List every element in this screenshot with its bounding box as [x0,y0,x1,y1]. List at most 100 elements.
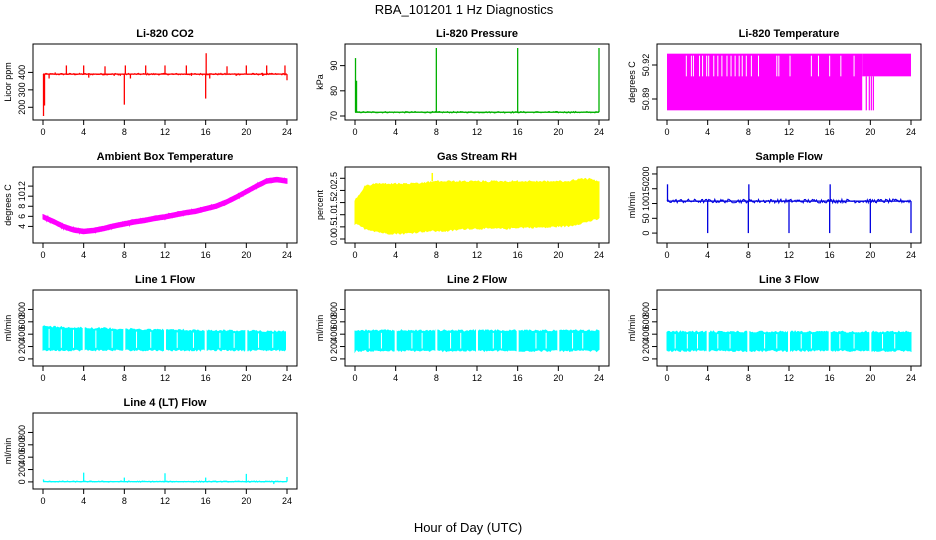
x-tick-label: 0 [352,127,357,137]
panel-3: Li-820 Temperature 0 4 8 12 16 20 24 50.89 50.92 d… [627,28,922,137]
x-tick-label: 4 [393,373,398,383]
y-axis: 200 300 400 [17,65,34,115]
x-tick-label: 24 [594,250,604,260]
y-tick-label: 800 [329,302,339,317]
x-tick-label: 8 [746,127,751,137]
x-tick-label: 8 [122,250,127,260]
y-tick-label: 4 [17,224,27,229]
x-tick-label: 24 [906,373,916,383]
series-group [42,472,288,485]
y-tick-label: 50.92 [641,54,651,77]
panel-title: Line 2 Flow [447,274,507,286]
series-group [354,328,600,354]
x-tick-label: 8 [122,127,127,137]
panel-title: Gas Stream RH [437,151,517,163]
y-tick-label: 200 [641,339,651,354]
x-tick-label: 8 [434,250,439,260]
y-tick-label: 2.5 [329,172,339,185]
y-tick-label: 600 [17,314,27,329]
plot-frame [656,289,922,367]
x-axis: 0 4 8 12 16 20 24 [40,242,292,260]
y-tick-label: 400 [17,450,27,465]
y-tick-label: 400 [17,65,27,80]
y-axis-label: ml/min [315,315,325,342]
x-tick-label: 12 [784,373,794,383]
series-group [42,176,288,235]
panel-5: Gas Stream RH 0 4 8 12 16 20 24 0.00.51.01.52.02… [315,151,610,260]
y-tick-label: 12 [17,181,27,191]
x-tick-label: 20 [553,127,563,137]
y-tick-label: 0 [641,356,651,361]
y-axis-label: Licor ppm [3,62,13,102]
x-tick-label: 20 [241,127,251,137]
x-tick-label: 4 [705,373,710,383]
series-group [354,48,600,114]
x-tick-label: 0 [352,250,357,260]
x-tick-label: 4 [393,250,398,260]
x-tick-label: 16 [825,127,835,137]
x-tick-label: 8 [746,250,751,260]
panel-title: Sample Flow [755,151,823,163]
x-tick-label: 0 [352,373,357,383]
y-tick-label: 200 [329,339,339,354]
series-group [354,172,600,235]
y-tick-label: 0 [17,479,27,484]
y-tick-label: 50 [641,213,651,223]
y-tick-label: 0.0 [329,233,339,246]
y-axis: 4 6 8 1012 [17,181,34,229]
x-tick-label: 24 [282,127,292,137]
x-tick-label: 8 [434,127,439,137]
series-fill-full [667,53,863,111]
x-tick-label: 16 [825,250,835,260]
y-tick-label: 0 [329,356,339,361]
y-tick-label: 800 [17,302,27,317]
panel-title: Line 3 Flow [759,274,819,286]
series-group [42,53,288,116]
panel-title: Ambient Box Temperature [97,151,234,163]
panel-title: Line 1 Flow [135,274,195,286]
x-axis: 0 4 8 12 16 20 24 [40,488,292,506]
y-axis: 50.89 50.92 [641,54,658,110]
x-tick-label: 4 [393,127,398,137]
y-tick-label: 0 [17,356,27,361]
panel-title: Li-820 Pressure [436,28,518,40]
x-tick-label: 20 [241,373,251,383]
x-tick-label: 16 [513,373,523,383]
x-tick-label: 0 [664,373,669,383]
x-tick-label: 16 [513,127,523,137]
y-axis-label: ml/min [3,438,13,465]
x-axis: 0 4 8 12 16 20 24 [40,365,292,383]
x-tick-label: 4 [81,250,86,260]
x-tick-label: 12 [160,496,170,506]
y-axis-label: ml/min [627,315,637,342]
y-tick-label: 600 [329,314,339,329]
y-axis: 70 80 90 [329,61,346,121]
y-tick-label: 400 [329,327,339,342]
y-tick-label: 1.0 [329,208,339,221]
x-tick-label: 24 [282,373,292,383]
y-tick-label: 8 [17,204,27,209]
panel-2: Li-820 Pressure 0 4 8 12 16 20 24 70 80 90 kPa [315,28,610,137]
x-tick-label: 8 [122,373,127,383]
y-tick-label: 150 [641,181,651,196]
x-tick-label: 24 [282,250,292,260]
y-tick-label: 800 [641,302,651,317]
x-tick-label: 20 [553,250,563,260]
y-tick-label: 200 [641,166,651,181]
x-tick-label: 16 [201,127,211,137]
x-axis: 0 4 8 12 16 20 24 [664,242,916,260]
x-tick-label: 24 [906,127,916,137]
x-tick-label: 20 [865,373,875,383]
y-tick-label: 2.0 [329,184,339,197]
y-tick-label: 0.5 [329,221,339,234]
y-tick-label: 80 [329,86,339,96]
series-jitter [42,176,288,235]
x-tick-label: 8 [122,496,127,506]
panel-title: Li-820 CO2 [136,28,193,40]
series-band [42,176,288,235]
x-tick-label: 24 [282,496,292,506]
